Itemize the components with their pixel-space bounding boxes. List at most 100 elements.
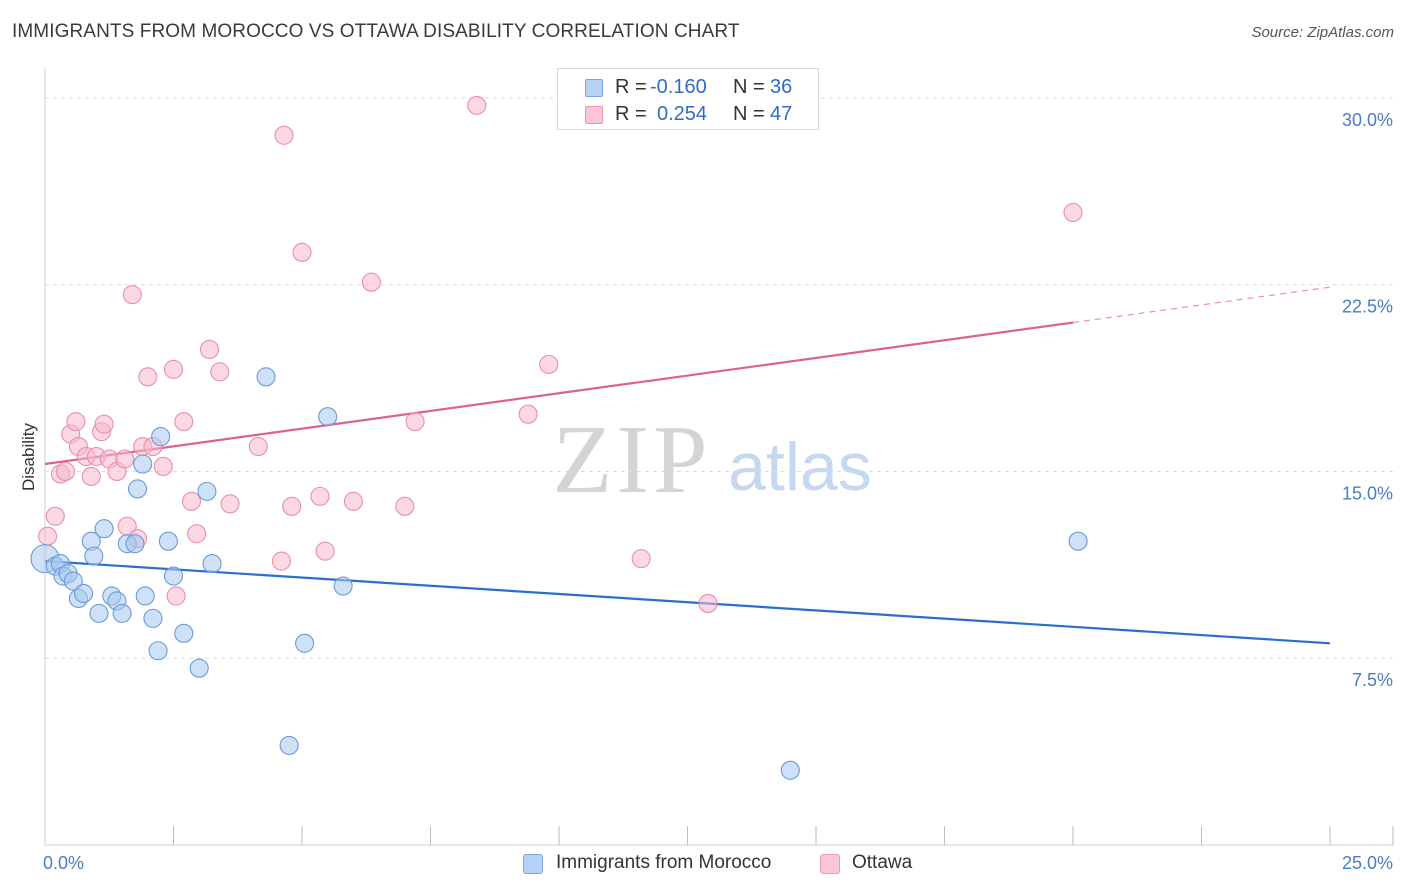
- legend-n-label: N =: [733, 103, 765, 125]
- watermark-atlas: atlas: [728, 429, 872, 505]
- data-point-morocco: [84, 546, 104, 566]
- data-point-ottawa: [467, 95, 487, 115]
- data-point-ottawa: [518, 404, 538, 424]
- data-point-ottawa: [66, 412, 86, 432]
- data-point-ottawa: [292, 242, 312, 262]
- data-point-ottawa: [166, 586, 186, 606]
- data-point-morocco: [63, 571, 83, 591]
- data-point-ottawa: [698, 593, 718, 613]
- data-point-morocco: [74, 583, 94, 604]
- x-tick-label: 0.0%: [43, 853, 84, 873]
- x-tick-label: 25.0%: [1342, 853, 1393, 873]
- data-point-ottawa: [282, 496, 302, 516]
- watermark-zip: ZIP: [553, 406, 712, 514]
- correlation-legend: R = -0.160 N = 36 R = 0.254 N = 47: [557, 68, 819, 130]
- legend-r-label: R =: [615, 103, 647, 125]
- data-point-ottawa: [631, 549, 651, 569]
- data-point-ottawa: [1063, 202, 1083, 223]
- data-point-morocco: [197, 481, 217, 501]
- data-point-morocco: [148, 641, 168, 661]
- data-point-ottawa: [271, 551, 291, 571]
- data-point-morocco: [127, 479, 148, 499]
- data-point-morocco: [163, 566, 184, 586]
- watermark: ZIP atlas: [553, 406, 872, 514]
- data-point-morocco: [151, 427, 171, 447]
- data-point-ottawa: [122, 285, 142, 305]
- data-point-ottawa: [315, 541, 335, 561]
- legend-row-ottawa: R = 0.254 N = 47: [558, 102, 818, 128]
- data-point-morocco: [279, 735, 299, 755]
- data-points: [30, 95, 1088, 780]
- legend-swatch-blue: [585, 79, 603, 97]
- data-point-ottawa: [248, 437, 268, 457]
- data-point-ottawa: [181, 491, 202, 511]
- legend-n-label: N =: [733, 76, 765, 98]
- bottom-legend-morocco: Immigrants from Morocco: [523, 851, 803, 877]
- data-point-ottawa: [153, 456, 173, 477]
- data-point-morocco: [295, 633, 315, 653]
- data-point-ottawa: [539, 354, 559, 374]
- bottom-legend-ottawa: Ottawa: [820, 851, 930, 877]
- data-point-morocco: [125, 534, 145, 554]
- chart-title: IMMIGRANTS FROM MOROCCO VS OTTAWA DISABI…: [12, 21, 740, 42]
- trend-lines: [44, 286, 1331, 645]
- data-point-ottawa: [115, 449, 135, 469]
- data-point-ottawa: [81, 466, 101, 486]
- y-axis-title: Disability: [19, 422, 38, 491]
- data-point-morocco: [158, 531, 178, 551]
- legend-r-label: R =: [615, 76, 647, 98]
- legend-r-value: -0.160: [650, 76, 707, 98]
- y-tick-label: 7.5%: [1352, 670, 1393, 690]
- y-tick-label: 30.0%: [1342, 110, 1393, 130]
- tick-labels: 7.5% 15.0% 22.5% 30.0% 0.0% 25.0%: [43, 110, 1393, 873]
- data-point-ottawa: [138, 367, 158, 387]
- trend-line-blue: [44, 560, 1331, 645]
- data-point-ottawa: [174, 412, 194, 432]
- legend-r-value: 0.254: [657, 103, 708, 125]
- data-point-morocco: [112, 603, 132, 623]
- trend-line-dashed-pink: [1072, 286, 1331, 324]
- data-point-ottawa: [45, 506, 65, 526]
- data-point-ottawa: [163, 359, 184, 379]
- data-point-morocco: [143, 608, 163, 628]
- data-point-morocco: [780, 760, 800, 780]
- data-point-morocco: [333, 576, 353, 596]
- data-point-morocco: [318, 407, 338, 427]
- data-point-morocco: [135, 586, 155, 606]
- data-point-ottawa: [56, 461, 76, 482]
- trend-line-pink: [44, 321, 1074, 466]
- y-tick-label: 22.5%: [1342, 297, 1393, 317]
- y-tick-label: 15.0%: [1342, 483, 1393, 503]
- data-point-ottawa: [395, 496, 415, 516]
- data-point-ottawa: [274, 125, 294, 145]
- data-point-ottawa: [361, 272, 381, 292]
- data-point-ottawa: [187, 524, 207, 544]
- data-point-morocco: [202, 554, 222, 574]
- source-label: Source: ZipAtlas.com: [1251, 24, 1394, 41]
- grid-layer: [45, 97, 1393, 659]
- bottom-legend-label: Ottawa: [852, 852, 913, 873]
- data-point-ottawa: [210, 362, 230, 382]
- bottom-legend-label: Immigrants from Morocco: [556, 852, 772, 873]
- bottom-swatch-blue: [523, 854, 543, 874]
- bottom-swatch-pink: [820, 854, 840, 874]
- data-point-ottawa: [343, 491, 363, 511]
- data-point-ottawa: [310, 486, 330, 506]
- data-point-ottawa: [38, 526, 58, 546]
- data-point-morocco: [133, 454, 153, 474]
- data-point-ottawa: [199, 339, 220, 359]
- data-point-morocco: [1068, 531, 1088, 551]
- data-point-morocco: [256, 367, 276, 387]
- legend-n-value: 36: [770, 76, 793, 98]
- data-point-morocco: [89, 603, 109, 623]
- data-point-ottawa: [220, 494, 240, 514]
- data-point-ottawa: [94, 414, 114, 434]
- data-point-ottawa: [405, 412, 425, 432]
- data-point-morocco: [94, 519, 114, 539]
- data-point-morocco: [174, 623, 194, 643]
- legend-swatch-pink: [585, 106, 603, 124]
- legend-n-value: 47: [770, 103, 793, 125]
- legend-row-morocco: R = -0.160 N = 36: [558, 75, 818, 101]
